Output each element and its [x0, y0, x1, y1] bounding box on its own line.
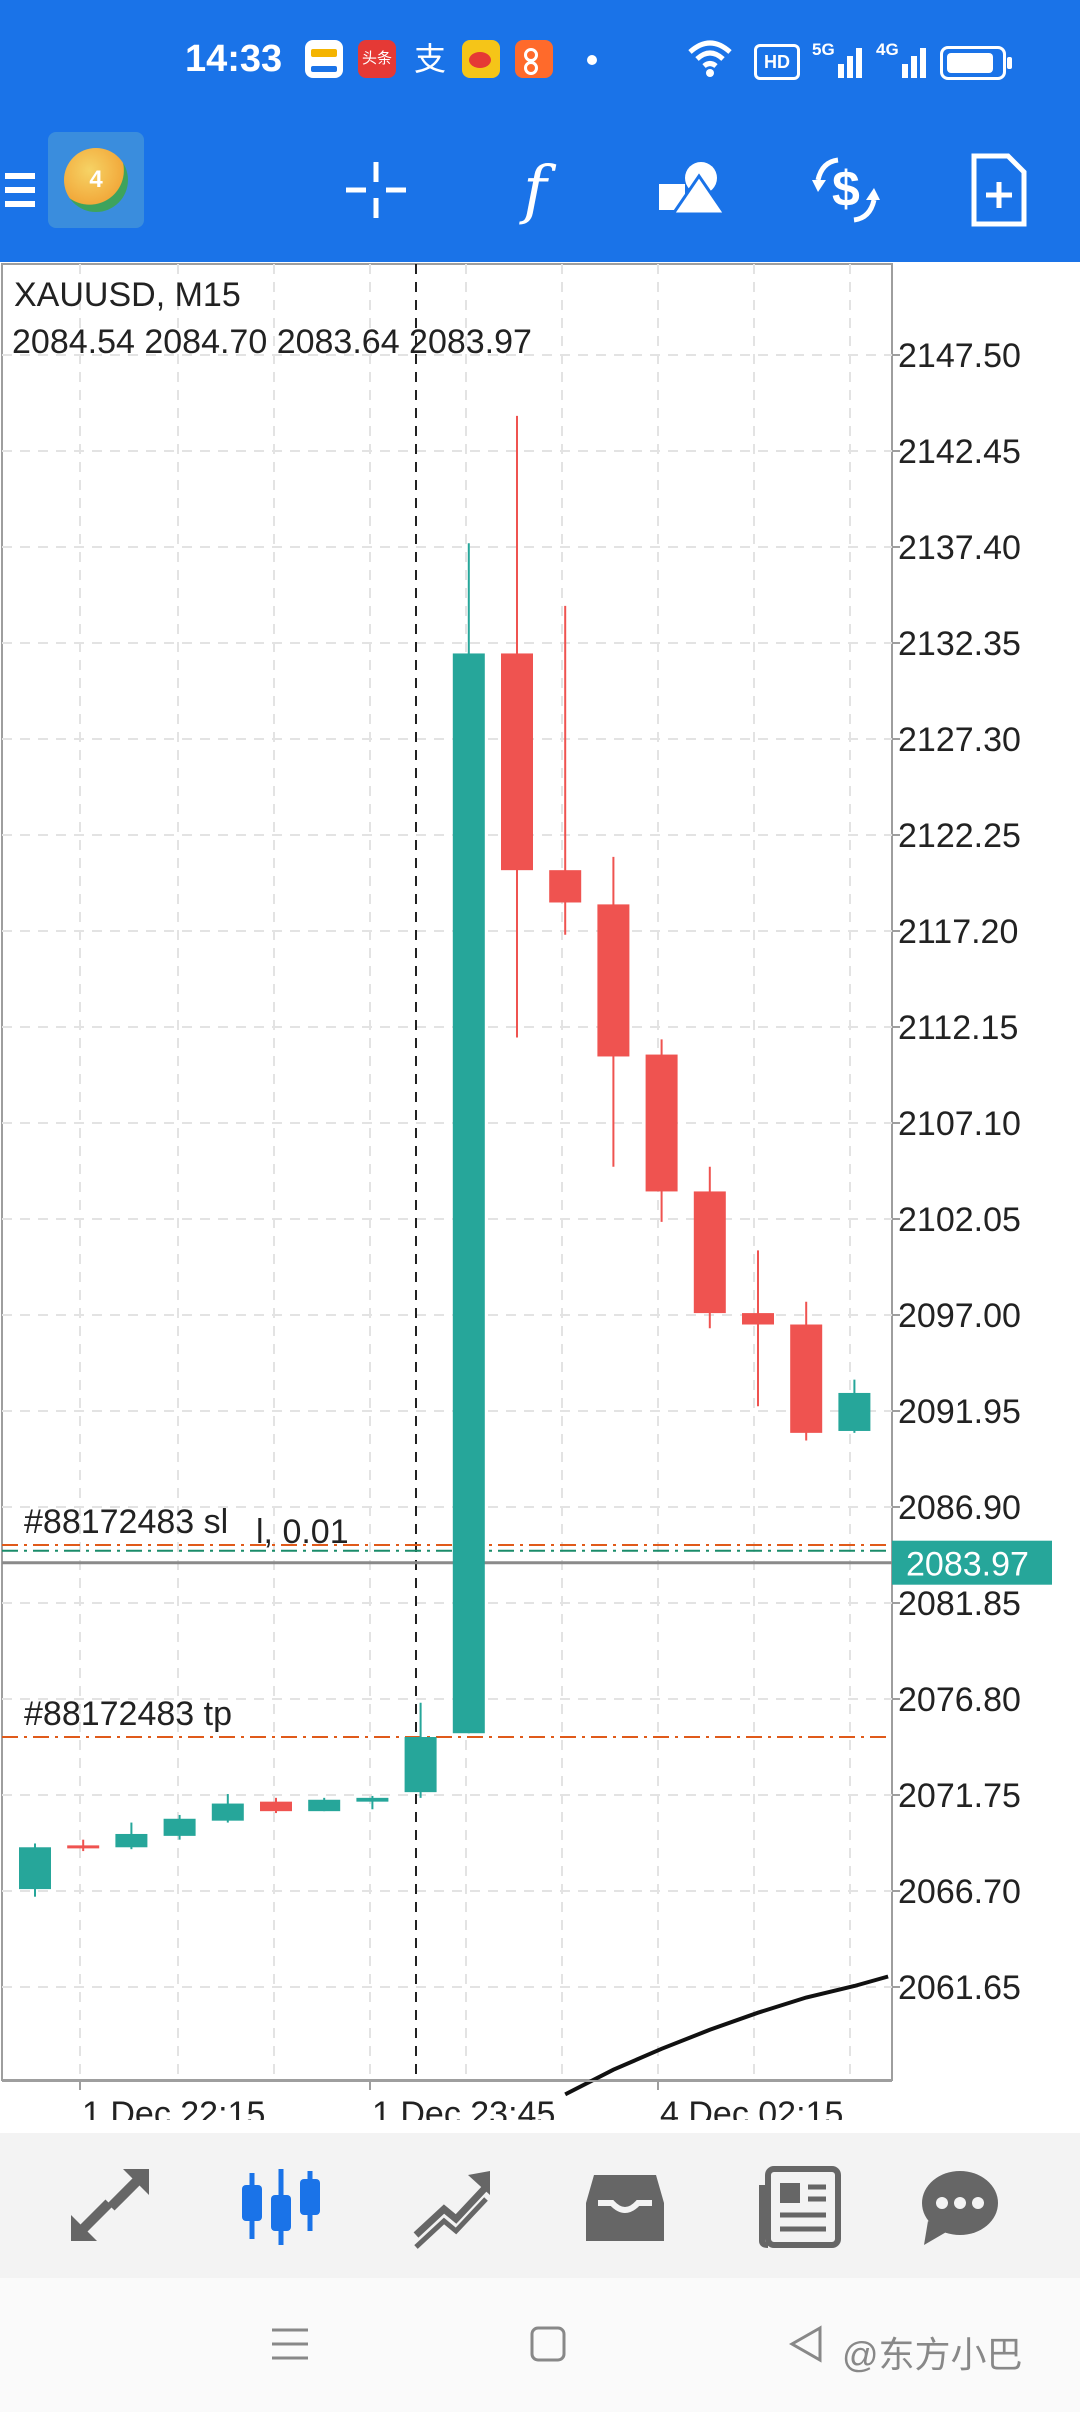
x-tick-label: 1 Dec 23:45	[372, 2095, 555, 2120]
svg-text:$: $	[832, 161, 860, 217]
y-tick-label: 2137.40	[898, 529, 1021, 567]
price-chart[interactable]: #88172483 sl l, 0.01#88172483 tp 2147.502…	[0, 262, 1080, 2133]
news-icon[interactable]	[756, 2161, 846, 2251]
watermark: @东方小巴	[842, 2334, 1023, 2375]
candle-bear	[790, 1324, 823, 1433]
recent-apps-icon[interactable]	[268, 2322, 312, 2366]
app-icon	[515, 40, 553, 78]
candle-bear	[693, 1191, 726, 1314]
y-tick-label: 2112.15	[898, 1009, 1018, 1047]
candle-bull	[211, 1803, 244, 1821]
battery-icon	[940, 46, 1012, 80]
candles	[19, 415, 871, 1897]
x-axis: 1 Dec 22:15 1 Dec 23:45 4 Dec 02:15	[79, 2080, 843, 2133]
candle-bear	[597, 904, 630, 1057]
y-tick-label: 2061.65	[898, 1969, 1021, 2007]
current-price-label: 2083.97	[906, 1546, 1029, 1584]
objects-icon[interactable]	[655, 150, 727, 230]
trade-nav-icon[interactable]	[408, 2161, 498, 2251]
moving-average-line	[564, 1974, 889, 2097]
5g-label: 5G	[812, 40, 835, 59]
moving-average	[2, 1974, 892, 2097]
candle-bull	[838, 1392, 871, 1431]
plot-bottom-border	[2, 2080, 892, 2082]
y-tick-label: 2142.45	[898, 433, 1021, 471]
candle-bull	[163, 1818, 196, 1836]
order-line-label: #88172483 sl	[24, 1503, 228, 1541]
4g-signal-icon: 4G	[876, 40, 932, 80]
y-tick-label: 2132.35	[898, 625, 1021, 663]
mt4-logo-digit: 4	[89, 166, 103, 193]
notification-dot-icon	[587, 55, 597, 65]
wallet-icon	[305, 40, 343, 78]
5g-signal-icon: 5G	[812, 40, 868, 80]
candle-bear	[67, 1845, 100, 1849]
y-tick-label: 2102.05	[898, 1201, 1021, 1239]
indicator-icon[interactable]: f	[500, 150, 570, 230]
chart-ohlc: 2084.54 2084.70 2083.64 2083.97	[12, 323, 532, 361]
alipay-icon: 支	[413, 41, 446, 77]
weibo-icon	[462, 40, 500, 78]
status-bar: 14:33 头条 支 HD 5G 4G	[0, 0, 1080, 120]
indicator-glyph: f	[523, 153, 547, 227]
wifi-icon	[688, 40, 732, 77]
order-line-label: #88172483 tp	[24, 1695, 232, 1733]
bottom-nav	[0, 2133, 1080, 2278]
system-nav-bar: @东方小巴	[0, 2278, 1080, 2412]
candle-bull	[356, 1797, 389, 1802]
y-tick-label: 2122.25	[898, 817, 1021, 855]
x-tick-label: 4 Dec 02:15	[660, 2095, 843, 2120]
y-tick-label: 2107.10	[898, 1105, 1021, 1143]
candle-bull	[115, 1833, 148, 1848]
chart-symbol: XAUUSD, M15	[14, 276, 241, 314]
candle-bear	[645, 1054, 678, 1192]
candle-bear	[501, 653, 533, 871]
quotes-icon[interactable]	[65, 2161, 155, 2251]
plot-frame	[1, 263, 893, 2081]
y-tick-label: 2117.20	[898, 913, 1018, 951]
candle-bull	[19, 1847, 51, 1890]
y-tick-label: 2086.90	[898, 1489, 1021, 1527]
order-lines: #88172483 sl l, 0.01 #88172483 tp	[2, 1503, 892, 1739]
candle-bull	[308, 1799, 341, 1812]
x-tick-label: 1 Dec 22:15	[82, 2095, 265, 2120]
4g-label: 4G	[876, 40, 899, 59]
candle-bull	[404, 1737, 437, 1793]
home-icon[interactable]	[526, 2322, 570, 2366]
back-icon[interactable]	[784, 2322, 828, 2366]
y-tick-label: 2147.50	[898, 337, 1021, 375]
hd-icon: HD	[754, 44, 800, 80]
y-tick-label: 2076.80	[898, 1681, 1021, 1719]
crosshair-icon[interactable]	[340, 150, 412, 230]
menu-icon[interactable]	[0, 150, 40, 230]
trade-icon[interactable]: $	[808, 150, 884, 230]
candle-bear	[549, 870, 582, 903]
messages-icon[interactable]	[914, 2161, 1004, 2251]
y-axis: 2147.50 2142.45 2137.40 2132.35 2127.30 2122.…	[892, 337, 1052, 2007]
candle-bear	[260, 1801, 292, 1812]
history-icon[interactable]	[580, 2161, 670, 2251]
y-tick-label: 2097.00	[898, 1297, 1021, 1335]
new-order-icon[interactable]	[968, 150, 1028, 230]
order-line-extra: l, 0.01	[256, 1513, 349, 1551]
chart-area[interactable]: #88172483 sl l, 0.01 #88172483 tp 2147.50 2…	[0, 262, 1080, 2133]
mt4-logo-icon[interactable]: 4	[48, 132, 144, 228]
toutiao-icon: 头条	[358, 40, 396, 78]
y-tick-label: 2071.75	[898, 1777, 1021, 1815]
y-tick-label: 2091.95	[898, 1393, 1021, 1431]
status-time: 14:33	[185, 38, 283, 80]
y-tick-label: 2081.85	[898, 1585, 1021, 1623]
current-price-box	[892, 1540, 1052, 1585]
y-tick-label: 2066.70	[898, 1873, 1021, 1911]
candle-bear	[742, 1313, 774, 1325]
y-tick-label: 2127.30	[898, 721, 1021, 759]
candle-bull	[452, 653, 485, 1734]
chart-icon[interactable]	[236, 2161, 326, 2251]
top-bar: 14:33 头条 支 HD 5G 4G	[0, 0, 1080, 262]
